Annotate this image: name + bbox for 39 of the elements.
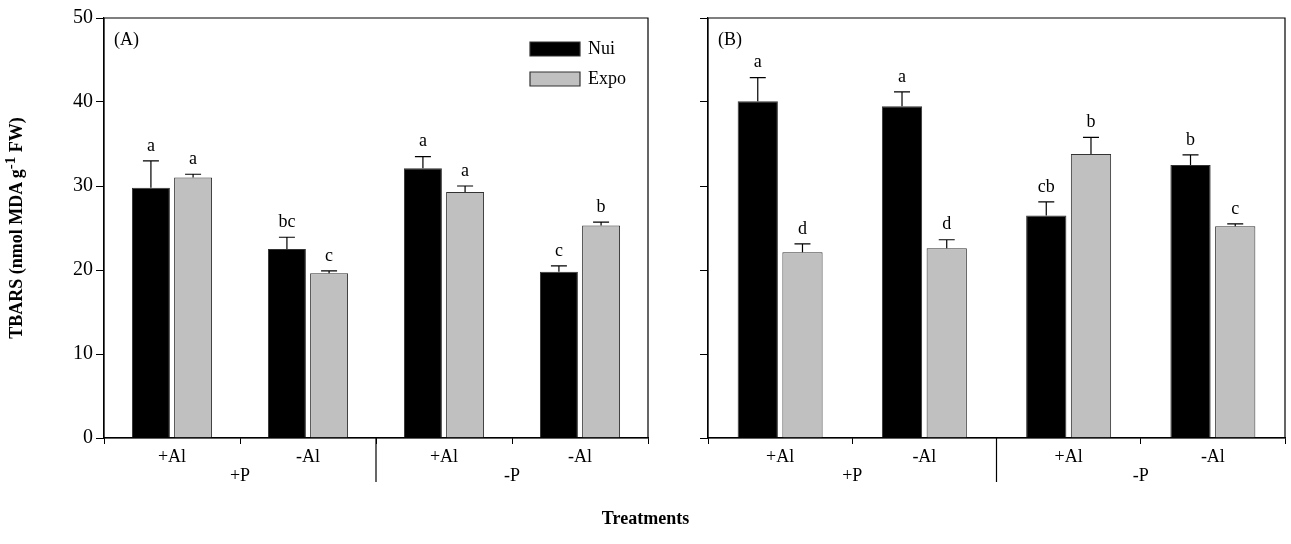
x-tick-label: -Al — [912, 445, 937, 466]
data-label: cb — [1037, 175, 1055, 196]
legend-label: Nui — [588, 37, 615, 58]
x-tick-label: -Al — [568, 445, 592, 466]
text: (B) — [718, 28, 742, 50]
data-label: a — [898, 65, 907, 86]
y-tick-label: 0 — [83, 425, 93, 448]
x-tick-label: +Al — [157, 445, 187, 466]
y-tick-label: 40 — [73, 89, 93, 112]
x-tick-label: +Al — [429, 445, 459, 466]
x-tick-label: -Al — [1200, 445, 1225, 466]
x-tick-label: -Al — [296, 445, 320, 466]
data-label: c — [325, 244, 334, 265]
text: -P — [1132, 464, 1149, 485]
data-label: a — [418, 130, 427, 151]
x-tick-label: +Al — [1054, 445, 1083, 466]
data-label: bc — [278, 210, 296, 231]
data-label: b — [1186, 128, 1196, 149]
data-label: b — [1086, 111, 1096, 132]
text: +P — [842, 464, 863, 485]
data-label: a — [753, 51, 762, 72]
data-label: a — [461, 159, 470, 180]
data-label: d — [942, 213, 952, 234]
y-tick-label: 50 — [73, 5, 93, 28]
y-tick-label: 30 — [73, 173, 93, 196]
x-tick-label: +Al — [766, 445, 795, 466]
y-tick-label: 20 — [73, 257, 93, 280]
text: -P — [503, 464, 521, 485]
x-axis-title: Treatments — [600, 508, 691, 529]
data-label: a — [146, 134, 155, 155]
text: (A) — [114, 28, 139, 50]
data-label: d — [797, 217, 807, 238]
data-label: c — [1231, 197, 1240, 218]
data-label: c — [554, 239, 563, 260]
data-label: b — [596, 195, 606, 216]
text: +P — [229, 464, 251, 485]
legend-label: Expo — [588, 67, 626, 88]
data-label: a — [189, 147, 198, 168]
y-tick-label: 10 — [73, 341, 93, 364]
